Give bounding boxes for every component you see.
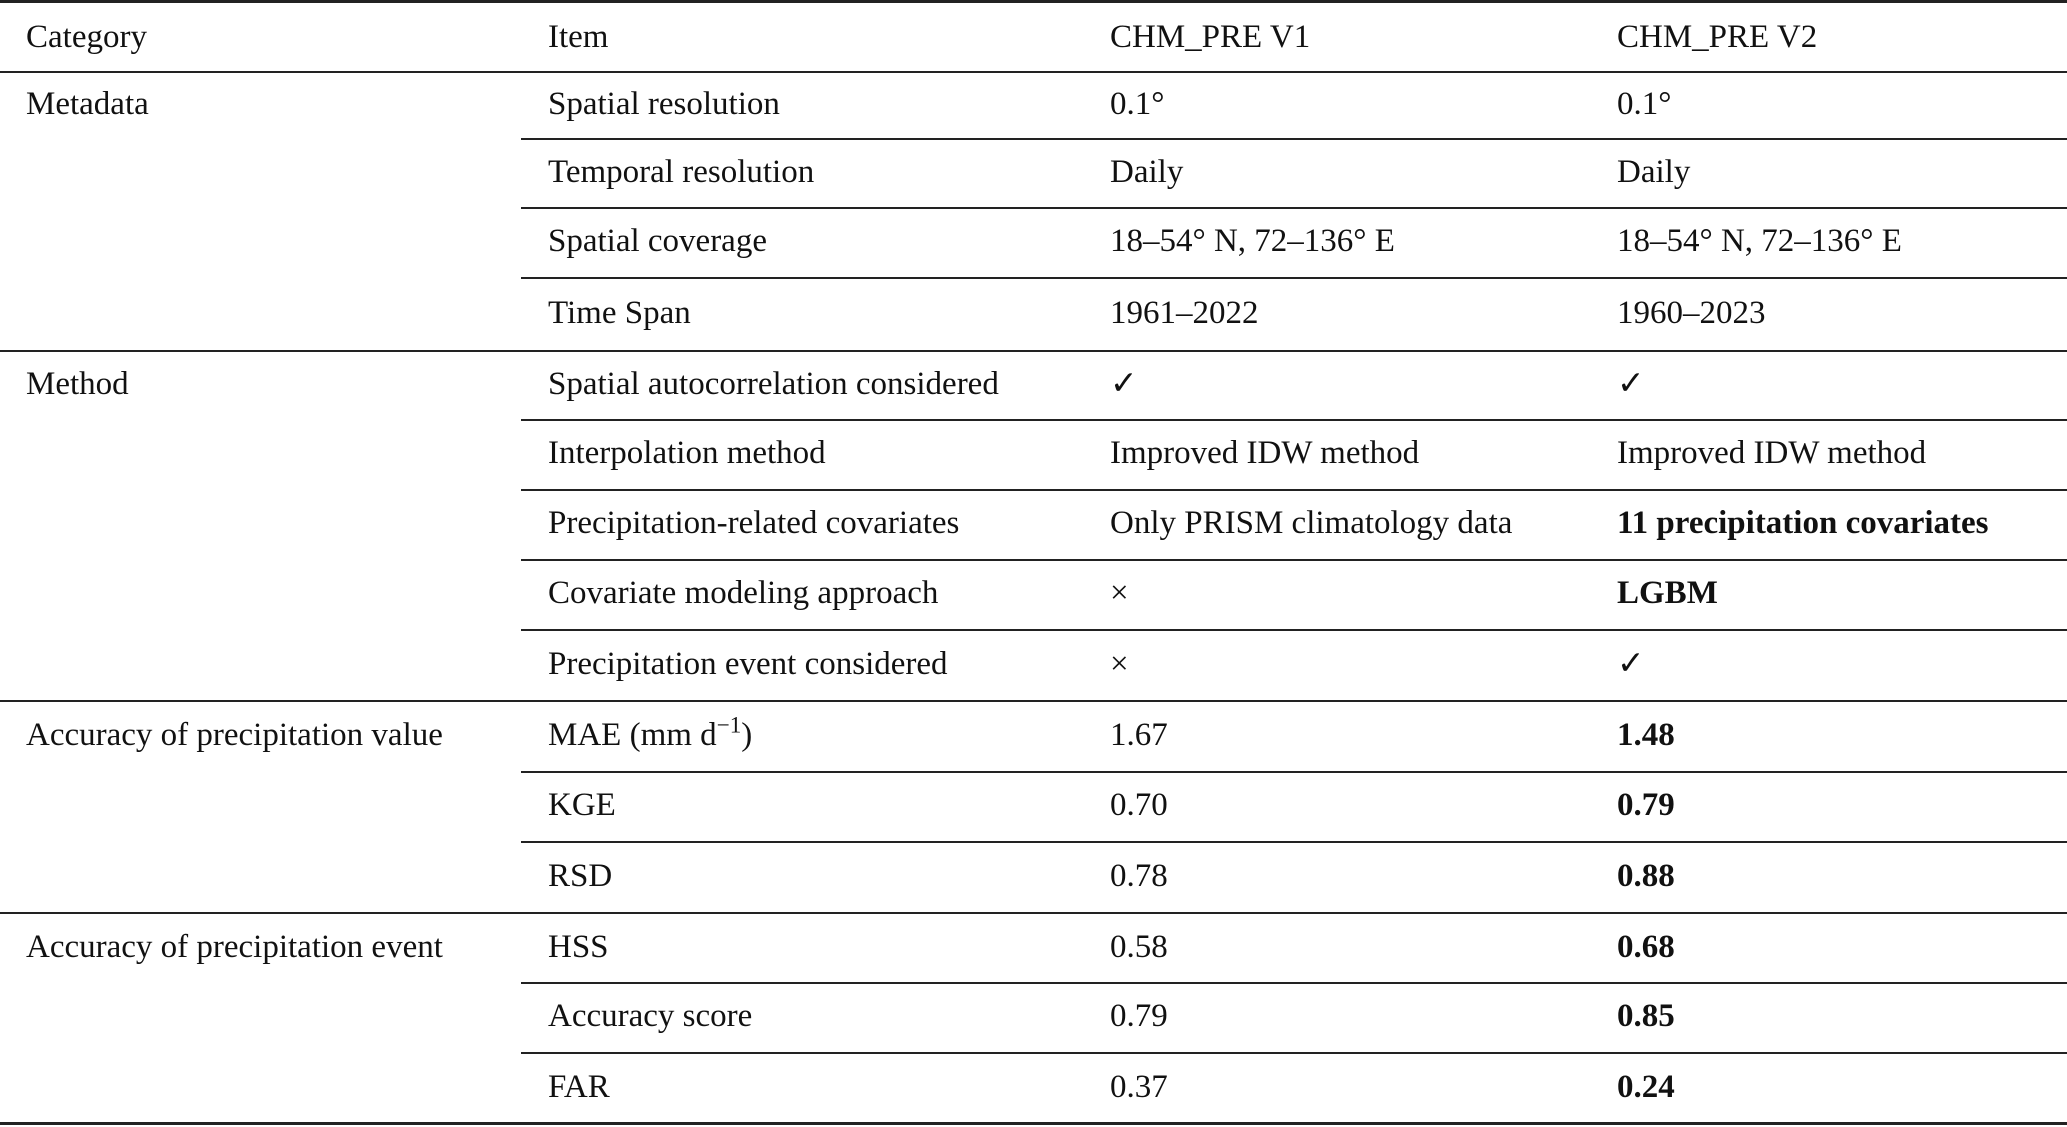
category-label: Method [26,366,129,402]
item-label: Temporal resolution [548,153,815,190]
row-rule [521,559,2067,561]
v2-value: 0.68 [1617,928,1675,965]
v2-value: 18–54° N, 72–136° E [1617,223,1902,259]
v1-value: 0.79 [1110,998,1168,1034]
v1-value: 1.67 [1110,717,1168,753]
row-rule [521,277,2067,279]
category-label: Accuracy of precipitation value [26,717,443,753]
v2-value: 0.88 [1617,858,1675,894]
item-label: HSS [548,928,609,965]
row-rule [521,629,2067,631]
v2-value: ✓ [1617,646,1645,682]
item-label: Spatial resolution [548,86,780,122]
v1-value: × [1110,646,1129,682]
section-rule [0,1122,2067,1125]
row-rule [521,982,2067,984]
row-rule [521,1052,2067,1054]
category-label: Accuracy of precipitation event [26,928,443,965]
row-rule [521,771,2067,773]
item-label: Precipitation event considered [548,646,948,682]
row-rule [521,419,2067,421]
column-header: CHM_PRE V1 [1110,18,1311,55]
item-label: RSD [548,858,613,894]
v2-value: 1960–2023 [1617,295,1766,331]
header-rule [0,71,2067,73]
section-rule [0,350,2067,352]
v1-value: 0.70 [1110,787,1168,823]
v1-value: × [1110,575,1129,611]
section-rule [0,912,2067,914]
v1-value: 0.1° [1110,86,1165,122]
v1-value: Improved IDW method [1110,435,1420,471]
v1-value: 1961–2022 [1110,295,1259,331]
column-header: Item [548,18,609,55]
row-rule [521,138,2067,140]
v2-value: 1.48 [1617,717,1675,753]
category-label: Metadata [26,86,149,122]
v1-value: Daily [1110,153,1184,190]
item-label: Interpolation method [548,435,826,471]
item-superscript: −1 [716,711,742,738]
v2-value: LGBM [1617,575,1718,611]
v2-value: 0.24 [1617,1068,1675,1105]
item-label: Precipitation-related covariates [548,505,960,541]
top-rule [0,0,2067,3]
item-label: Accuracy score [548,998,753,1034]
v2-value: Daily [1617,153,1691,190]
item-suffix: ) [741,717,753,753]
section-rule [0,700,2067,702]
column-header: Category [26,18,147,55]
v2-value: ✓ [1617,366,1645,402]
row-rule [521,489,2067,491]
item-label: Spatial autocorrelation considered [548,366,999,402]
item-label: KGE [548,787,616,823]
item-label: Spatial coverage [548,223,767,259]
v1-value: Only PRISM climatology data [1110,505,1513,541]
row-rule [521,207,2067,209]
item-label: FAR [548,1068,610,1105]
v1-value: ✓ [1110,366,1138,402]
v2-value: 0.85 [1617,998,1675,1034]
v2-value: 0.79 [1617,787,1675,823]
v1-value: 18–54° N, 72–136° E [1110,223,1395,259]
v2-value: 0.1° [1617,86,1672,122]
item-label: Time Span [548,295,691,331]
item-text: MAE (mm d [548,717,717,753]
v2-value: Improved IDW method [1617,435,1927,471]
v1-value: 0.37 [1110,1068,1168,1105]
item-label: MAE (mm d−1) [548,713,753,753]
item-label: Covariate modeling approach [548,575,939,611]
v1-value: 0.58 [1110,928,1168,965]
row-rule [521,841,2067,843]
column-header: CHM_PRE V2 [1617,18,1818,55]
v2-value: 11 precipitation covariates [1617,505,1989,541]
v1-value: 0.78 [1110,858,1168,894]
